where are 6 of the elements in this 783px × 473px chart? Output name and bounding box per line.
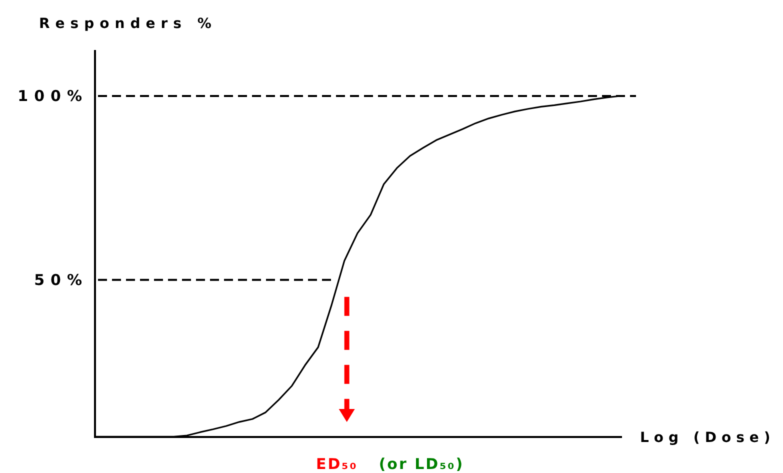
y-tick-label: 100% xyxy=(18,87,88,106)
x-axis-title: Log (Dose) xyxy=(640,430,776,446)
text: ED₅₀ xyxy=(316,455,358,473)
text: (or LD₅₀) xyxy=(378,455,464,473)
y-axis-title: Responders % xyxy=(39,16,217,32)
y-tick-label: 50% xyxy=(34,271,88,290)
